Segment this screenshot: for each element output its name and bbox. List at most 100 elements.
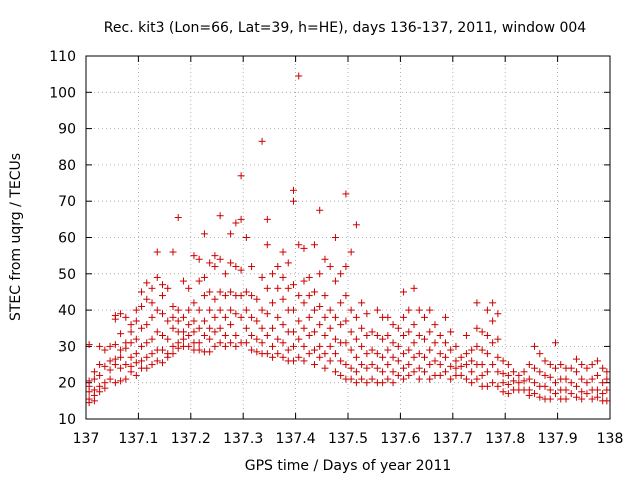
data-point: [258, 324, 266, 332]
data-point: [321, 292, 329, 300]
data-point: [546, 361, 554, 369]
data-point: [279, 321, 287, 329]
data-point: [363, 332, 371, 340]
data-point: [457, 353, 465, 361]
data-point: [562, 395, 570, 403]
data-point: [227, 288, 235, 296]
grid-lines: [86, 56, 610, 419]
data-point: [588, 361, 596, 369]
data-point: [436, 371, 444, 379]
data-point: [179, 328, 187, 336]
data-points: [85, 72, 611, 407]
data-point: [352, 368, 360, 376]
data-point: [179, 313, 187, 321]
data-point: [331, 234, 339, 241]
data-point: [541, 382, 549, 390]
x-tick-label: 137.8: [485, 431, 525, 447]
data-point: [394, 357, 402, 365]
data-point: [174, 306, 182, 314]
data-point: [138, 324, 146, 332]
data-point: [290, 328, 298, 336]
data-point: [489, 339, 497, 347]
data-point: [379, 335, 387, 343]
data-point: [159, 281, 167, 289]
data-point: [342, 339, 350, 347]
data-point: [326, 324, 334, 332]
data-point: [478, 346, 486, 354]
data-point: [179, 335, 187, 343]
data-point: [546, 386, 554, 394]
data-point: [572, 393, 580, 401]
data-point: [216, 288, 224, 296]
data-point: [195, 306, 203, 314]
data-point: [284, 346, 292, 354]
data-point: [483, 350, 491, 358]
data-point: [159, 292, 167, 300]
data-point: [405, 346, 413, 354]
data-point: [379, 353, 387, 361]
data-point: [85, 341, 93, 349]
data-point: [603, 397, 611, 405]
data-point: [206, 348, 214, 356]
data-point: [153, 248, 161, 256]
data-point: [510, 368, 518, 376]
data-point: [111, 361, 119, 369]
data-point: [221, 270, 229, 278]
data-point: [389, 353, 397, 361]
data-point: [400, 288, 408, 296]
data-point: [567, 379, 575, 387]
data-point: [384, 361, 392, 369]
chart-title: Rec. kit3 (Lon=66, Lat=39, h=HE), days 1…: [104, 20, 587, 36]
data-point: [269, 324, 277, 332]
data-point: [321, 313, 329, 321]
data-point: [159, 346, 167, 354]
data-point: [211, 342, 219, 350]
data-point: [400, 350, 408, 358]
data-point: [310, 306, 318, 314]
data-point: [216, 339, 224, 347]
data-point: [436, 332, 444, 340]
data-point: [447, 362, 455, 370]
data-point: [122, 313, 130, 321]
data-point: [337, 357, 345, 365]
data-point: [462, 332, 470, 340]
data-point: [305, 313, 313, 321]
data-point: [227, 230, 235, 238]
data-point: [363, 310, 371, 318]
data-point: [426, 361, 434, 369]
data-point: [206, 306, 214, 314]
data-point: [227, 339, 235, 347]
data-point: [410, 321, 418, 329]
data-point: [337, 270, 345, 278]
data-point: [326, 342, 334, 350]
data-point: [410, 339, 418, 347]
data-point: [426, 375, 434, 383]
data-point: [274, 335, 282, 343]
data-point: [389, 379, 397, 387]
data-point: [504, 390, 512, 398]
data-point: [316, 342, 324, 350]
data-point: [190, 252, 198, 260]
data-point: [138, 302, 146, 310]
data-point: [96, 388, 104, 396]
data-point: [531, 390, 539, 398]
data-point: [316, 353, 324, 361]
data-point: [331, 277, 339, 285]
data-point: [269, 299, 277, 307]
y-tick-label: 40: [58, 303, 76, 319]
data-point: [379, 368, 387, 376]
data-point: [232, 342, 240, 350]
data-point: [253, 335, 261, 343]
y-tick-label: 90: [58, 122, 76, 138]
data-point: [384, 346, 392, 354]
data-point: [515, 379, 523, 387]
data-point: [415, 306, 423, 314]
data-point: [206, 259, 214, 267]
data-point: [143, 364, 151, 372]
data-point: [546, 373, 554, 381]
data-point: [290, 357, 298, 365]
data-point: [510, 377, 518, 385]
data-point: [143, 279, 151, 287]
data-point: [106, 342, 114, 350]
data-point: [562, 386, 570, 394]
